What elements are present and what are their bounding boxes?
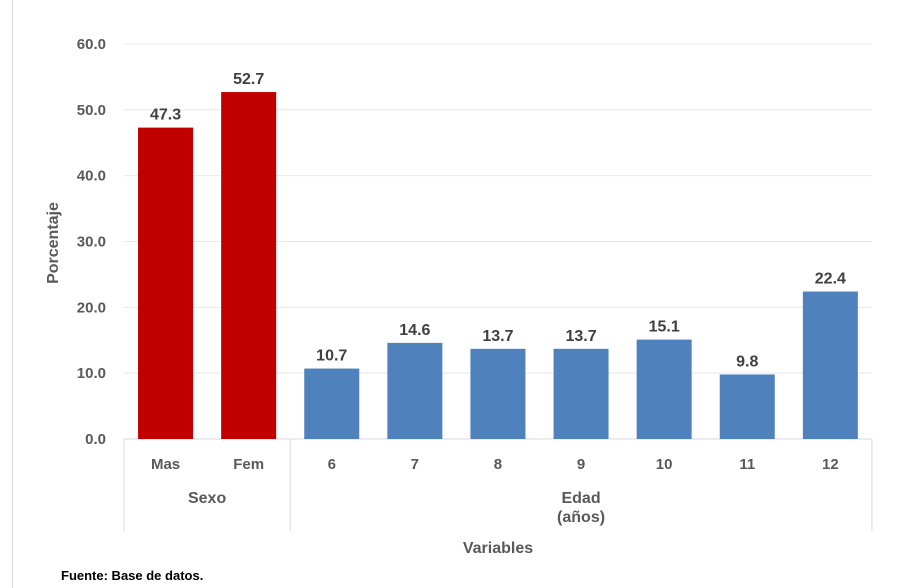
bar-value-label: 15.1 [649,319,680,336]
y-tick-label: 30.0 [77,234,106,251]
x-category-label: 8 [494,456,502,473]
bar [553,348,609,439]
x-category-label: Mas [151,456,180,473]
bar [387,342,443,439]
bar-value-label: 13.7 [565,328,596,345]
page-left-border [12,0,13,588]
bar [138,127,194,439]
bar-value-label: 22.4 [815,271,846,288]
x-category-label: 9 [577,456,585,473]
bar [221,92,277,439]
bar-chart: 0.0 10.0 20.0 30.0 40.0 50.0 60.0 47.3 52.7 10.7… [45,36,873,557]
source-footnote: Fuente: Base de datos. [61,568,204,583]
data-labels: 47.3 52.7 10.7 14.6 13.7 13.7 15.1 9.8 22.4 [150,71,846,370]
bar-value-label: 9.8 [736,353,758,370]
y-tick-label: 20.0 [77,299,106,316]
x-axis: Mas Fem 6 7 8 9 10 11 12 Sexo Edad (años) [123,439,873,531]
y-tick-label: 50.0 [77,102,106,119]
bar [802,291,858,439]
bar [636,339,692,439]
bar-value-label: 52.7 [233,71,264,88]
x-axis-title: Variables [463,540,533,557]
y-axis-tick-labels: 0.0 10.0 20.0 30.0 40.0 50.0 60.0 [77,36,106,448]
bar-value-label: 47.3 [150,107,181,124]
x-category-label: Fem [233,456,264,473]
bar-value-label: 10.7 [316,348,347,365]
x-category-label: 7 [411,456,419,473]
x-category-label: 11 [739,456,755,473]
x-category-label: 6 [328,456,336,473]
bar [304,368,360,439]
group-label: Sexo [188,490,226,507]
y-tick-label: 60.0 [77,36,106,53]
bar [470,348,526,439]
y-tick-label: 10.0 [77,365,106,382]
y-axis-title: Porcentaje [45,202,62,284]
bar-value-label: 13.7 [482,328,513,345]
x-category-label: 10 [656,456,673,473]
y-tick-label: 0.0 [85,431,106,448]
bars [138,92,858,439]
bar [719,374,775,439]
x-category-label: 12 [822,456,839,473]
y-tick-label: 40.0 [77,168,106,185]
bar-value-label: 14.6 [399,322,430,339]
group-label: Edad (años) [557,490,605,526]
